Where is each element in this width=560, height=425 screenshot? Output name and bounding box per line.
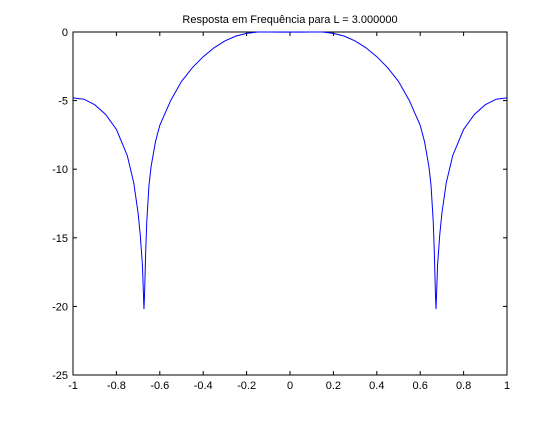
y-tick-label: 0 <box>62 27 68 39</box>
y-tick-label: -15 <box>52 233 68 245</box>
plot-frame <box>72 31 508 376</box>
x-tick-label: 0 <box>287 380 293 392</box>
x-tick-label: -0.4 <box>194 380 213 392</box>
x-tick-label: -1 <box>68 380 78 392</box>
x-tick-label: -0.8 <box>107 380 126 392</box>
y-tick-label: -25 <box>52 370 68 382</box>
y-tick-label: -20 <box>52 301 68 313</box>
x-tick-label: 0.4 <box>369 380 384 392</box>
y-tick-label: -5 <box>58 96 68 108</box>
axes-group: -1 -0.8 -0.6 -0.4 -0.2 0 0.2 0.4 0.6 0.8 1 0 -5 -10 -1… <box>52 27 510 392</box>
x-tick-label: -0.6 <box>150 380 169 392</box>
x-tick-label: 1 <box>504 380 510 392</box>
x-tick-label: 0.2 <box>326 380 341 392</box>
chart-title: Resposta em Frequência para L = 3.000000 <box>182 14 397 26</box>
x-tick-label: -0.2 <box>237 380 256 392</box>
series-line <box>72 31 508 310</box>
series-group <box>72 31 508 310</box>
x-tick-label: 0.8 <box>456 380 471 392</box>
y-tick-label: -10 <box>52 164 68 176</box>
x-tick-label: 0.6 <box>413 380 428 392</box>
